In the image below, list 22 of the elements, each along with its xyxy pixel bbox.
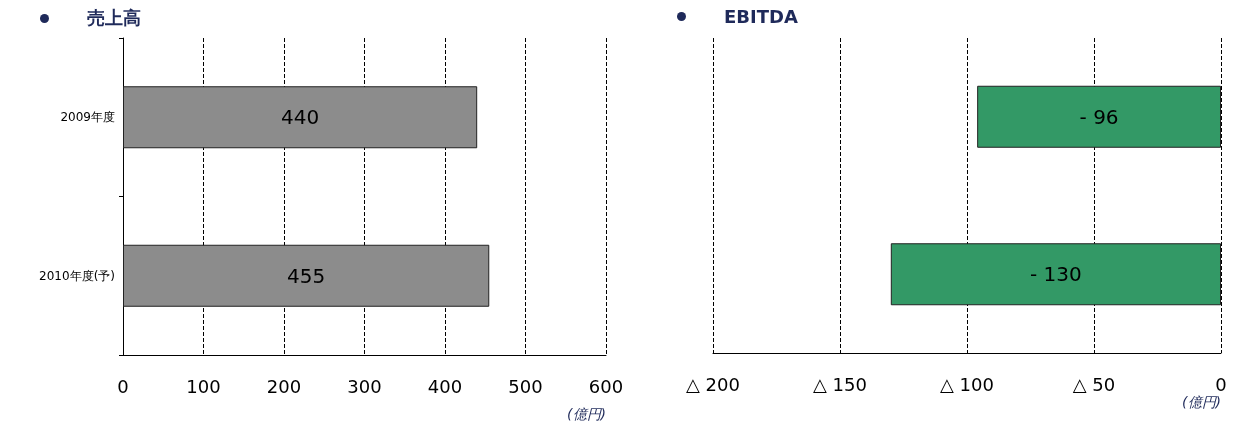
x-tick-label: 100 [186, 375, 221, 397]
x-tick-label: 400 [427, 375, 463, 397]
x-tick-label: △ 200 [686, 373, 740, 395]
y-tick-label: 2009年度 [60, 110, 115, 125]
x-tick-label: △ 100 [940, 373, 994, 395]
x-tick-label: △ 50 [1072, 373, 1116, 395]
x-tick-label: 0 [1215, 373, 1227, 395]
data-label: 455 [287, 263, 326, 288]
chart-title: EBITDA [724, 6, 798, 27]
y-tick-label: 2010年度(予) [39, 268, 115, 283]
x-tick-label: 500 [508, 375, 543, 397]
x-axis-title: (億円) [567, 406, 606, 422]
x-axis-title: (億円) [1182, 394, 1221, 410]
x-tick-label: 200 [266, 375, 302, 397]
data-label: 440 [281, 105, 320, 130]
x-tick-label: 600 [588, 375, 624, 397]
x-tick-label: △ 150 [813, 373, 867, 395]
chart-title: 売上高 [87, 6, 141, 30]
x-tick-label: 0 [117, 375, 129, 397]
data-label: - 96 [1079, 104, 1119, 129]
data-label: - 130 [1030, 262, 1082, 287]
x-tick-label: 300 [347, 375, 382, 397]
